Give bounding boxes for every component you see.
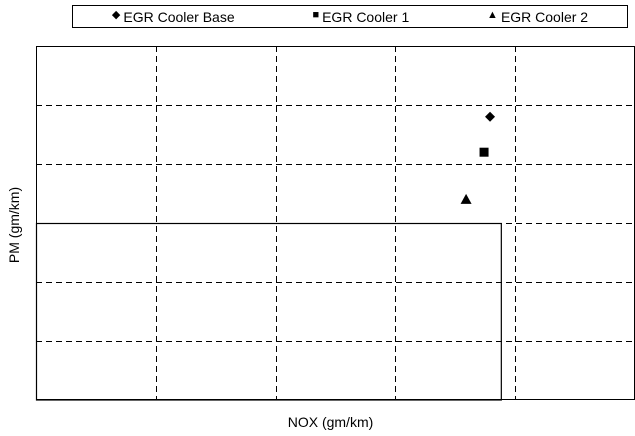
legend-label: EGR Cooler Base (123, 8, 235, 25)
x-axis-label: NOX (gm/km) (288, 414, 374, 430)
chart-legend: ◆ EGR Cooler Base ■ EGR Cooler 1 ▲ EGR C… (72, 5, 628, 28)
legend-item-egr-cooler-1: ■ EGR Cooler 1 (312, 9, 409, 25)
grid-lines (36, 46, 635, 400)
diamond-marker-icon: ◆ (111, 9, 121, 21)
legend-label: EGR Cooler 1 (322, 8, 410, 25)
legend-item-egr-cooler-2: ▲ EGR Cooler 2 (487, 9, 588, 25)
data-point-egr-cooler-base (485, 111, 496, 122)
triangle-marker-icon: ▲ (487, 9, 498, 21)
y-axis-label: PM (gm/km) (6, 187, 22, 263)
legend-item-egr-cooler-base: ◆ EGR Cooler Base (112, 9, 235, 25)
limit-box (35, 222, 502, 401)
data-points (460, 111, 496, 204)
data-point-egr-cooler-1 (479, 147, 489, 157)
square-marker-icon: ■ (312, 9, 320, 21)
data-point-egr-cooler-2 (460, 193, 472, 204)
legend-label: EGR Cooler 2 (500, 8, 589, 25)
